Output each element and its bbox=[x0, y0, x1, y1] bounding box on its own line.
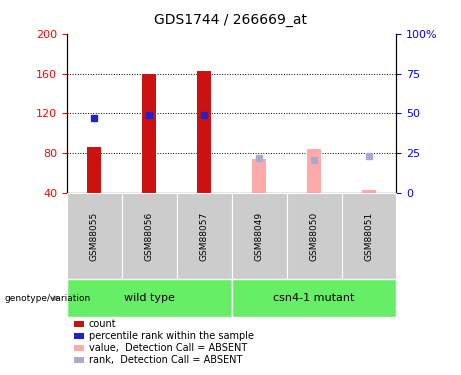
Text: value,  Detection Call = ABSENT: value, Detection Call = ABSENT bbox=[89, 344, 247, 353]
Bar bbox=[252, 159, 266, 193]
Text: GDS1744 / 266669_at: GDS1744 / 266669_at bbox=[154, 13, 307, 27]
Text: genotype/variation: genotype/variation bbox=[5, 294, 91, 303]
Bar bbox=[307, 149, 321, 193]
Text: count: count bbox=[89, 320, 116, 329]
Text: GSM88050: GSM88050 bbox=[309, 211, 319, 261]
Text: rank,  Detection Call = ABSENT: rank, Detection Call = ABSENT bbox=[89, 356, 242, 365]
Text: GSM88055: GSM88055 bbox=[90, 211, 99, 261]
Text: GSM88056: GSM88056 bbox=[145, 211, 154, 261]
Bar bbox=[142, 74, 156, 193]
Text: GSM88051: GSM88051 bbox=[365, 211, 373, 261]
Text: csn4-1 mutant: csn4-1 mutant bbox=[273, 293, 355, 303]
Text: GSM88057: GSM88057 bbox=[200, 211, 209, 261]
Bar bbox=[197, 70, 211, 193]
Text: wild type: wild type bbox=[124, 293, 175, 303]
Bar bbox=[362, 190, 376, 193]
Bar bbox=[88, 147, 101, 193]
Text: percentile rank within the sample: percentile rank within the sample bbox=[89, 332, 254, 341]
Text: GSM88049: GSM88049 bbox=[254, 211, 264, 261]
